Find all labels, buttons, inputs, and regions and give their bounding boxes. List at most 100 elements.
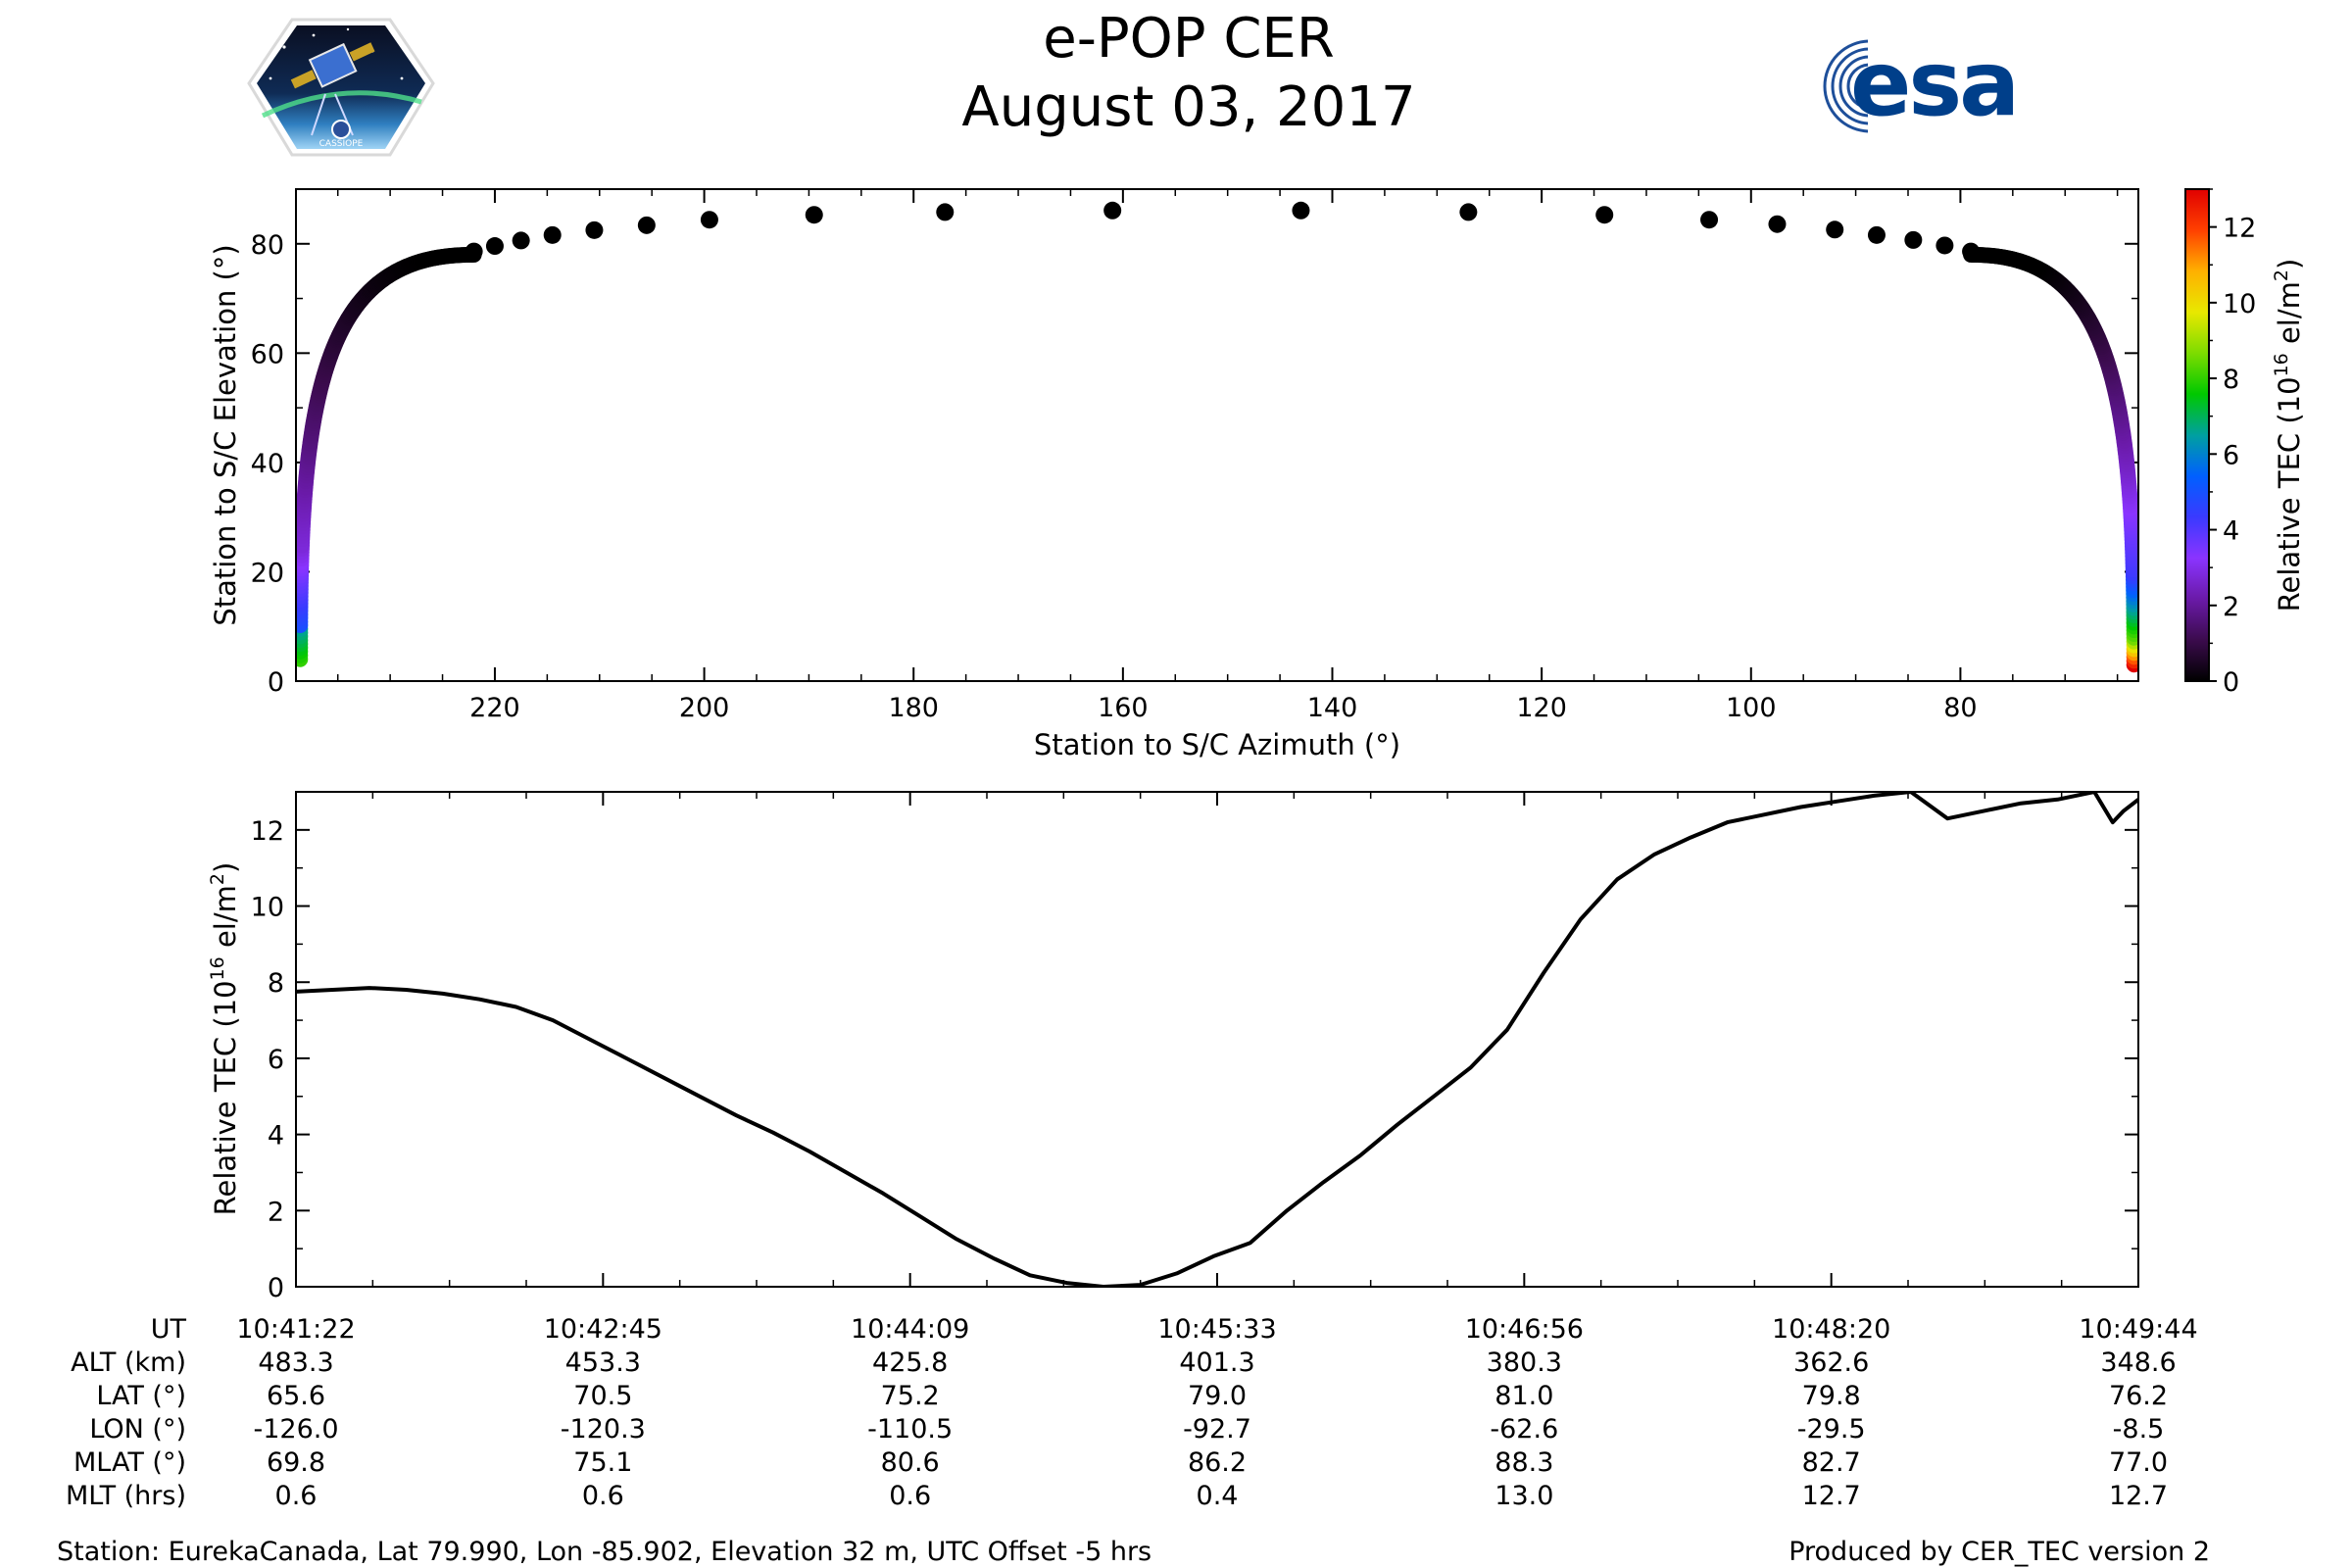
sky-x-tick-label: 160 [1098,693,1149,723]
sky-track-point [936,203,955,221]
table-row-label: UT [151,1314,187,1345]
table-cell: -110.5 [867,1414,953,1445]
sky-track-point [1904,230,1923,249]
tec-ylabel-unit: el/m [209,885,242,956]
colorbar-gradient [2184,188,2210,682]
sky-y-tick-label: 40 [251,449,284,479]
table-row-label: LON (°) [89,1414,186,1445]
sky-track-point [1459,203,1478,221]
cassiope-logo: CASSIOPE [247,18,435,157]
tec-y-tick-label: 6 [268,1045,284,1075]
sky-x-tick-label: 100 [1726,693,1777,723]
table-cell: 10:45:33 [1157,1314,1276,1345]
sky-track-point [1962,242,1981,261]
sky-x-tick-label: 140 [1307,693,1358,723]
esa-logo: esa [1823,31,2020,136]
sky-x-tick-label: 80 [1943,693,1977,723]
table-cell: -92.7 [1183,1414,1251,1445]
table-cell: 76.2 [2109,1381,2168,1411]
table-cell: 380.3 [1487,1348,1562,1378]
table-cell: 13.0 [1494,1481,1553,1511]
colorbar-tick-label: 6 [2223,440,2239,470]
table-row-label: MLT (hrs) [66,1481,186,1511]
table-cell: -8.5 [2113,1414,2165,1445]
sky-track-colored-arc [296,246,2138,673]
tec-y-tick-label: 12 [251,816,284,847]
colorbar-label-sup: 16 [2271,353,2292,376]
table-cell: 483.3 [258,1348,333,1378]
sky-track-point [465,242,483,261]
sky-y-tick-label: 20 [251,558,284,588]
sky-track-point [585,220,604,239]
sky-track-point [1103,201,1122,220]
station-info: Station: EurekaCanada, Lat 79.990, Lon -… [57,1537,1152,1567]
table-cell: 80.6 [881,1447,940,1478]
sky-track-point [1867,225,1886,244]
sky-track-points [465,201,1981,261]
tec-ylabel: Relative TEC (1016 el/m2) [207,862,242,1216]
table-cell: 0.6 [889,1481,931,1511]
colorbar-label-close: ) [2273,259,2306,270]
colorbar-tick-label: 8 [2223,365,2239,395]
chart-subtitle-date: August 03, 2017 [961,75,1415,139]
sky-track-point [1936,236,1954,255]
orbit-parameter-table: UT 10:41:22 10:42:45 10:44:09 10:45:33 10:46:… [66,1314,2198,1511]
sky-x-tick-label: 200 [679,693,730,723]
table-cell: 65.6 [267,1381,325,1411]
cassiope-logo-text: CASSIOPE [319,139,364,149]
table-cell: 0.6 [275,1481,318,1511]
table-cell: 348.6 [2100,1348,2176,1378]
table-cell: 0.4 [1197,1481,1239,1511]
table-cell: 81.0 [1494,1381,1553,1411]
tec-ylabel-close: ) [209,862,242,873]
table-cell: 79.0 [1188,1381,1247,1411]
table-cell: 79.8 [1802,1381,1861,1411]
colorbar-tick-label: 12 [2223,214,2256,244]
table-cell: 10:44:09 [851,1314,969,1345]
tec-series-line [296,792,2138,1287]
colorbar-tick-label: 10 [2223,289,2256,319]
table-cell: 453.3 [565,1348,641,1378]
colorbar-tick-label: 0 [2223,667,2239,698]
table-cell: -62.6 [1490,1414,1558,1445]
table-cell: 88.3 [1494,1447,1553,1478]
tec-y-tick-label: 4 [268,1121,284,1152]
sky-y-tick-label: 60 [251,339,284,369]
table-cell: -29.5 [1797,1414,1866,1445]
colorbar-label-unit: el/m [2273,281,2306,353]
sky-track-xlabel: Station to S/C Azimuth (°) [1034,728,1400,761]
table-cell: -120.3 [561,1414,646,1445]
table-cell: 10:46:56 [1465,1314,1584,1345]
tec-frame [295,791,2139,1288]
table-cell: 401.3 [1179,1348,1254,1378]
table-cell: 10:42:45 [544,1314,662,1345]
producer-info: Produced by CER_TEC version 2 [1788,1537,2210,1567]
sky-track-point [805,206,823,224]
table-cell: 77.0 [2109,1447,2168,1478]
sky-track-point [1768,215,1787,233]
table-cell: 0.6 [582,1481,624,1511]
sky-x-tick-label: 220 [469,693,520,723]
table-cell: 75.1 [573,1447,632,1478]
sky-track-point [1700,211,1719,229]
table-cell: 86.2 [1188,1447,1247,1478]
tec-y-tick-label: 0 [268,1273,284,1303]
table-cell: 75.2 [881,1381,940,1411]
sky-track-point [1826,220,1844,239]
sky-track-point [1292,201,1310,220]
colorbar-label: Relative TEC (1016 el/m2) [2271,259,2306,612]
table-cell: 362.6 [1793,1348,1869,1378]
sky-track-plot: 220 200 180 160 140 120 100 80 0 20 40 60 80 Station… [209,188,2139,761]
tec-y-tick-label: 2 [268,1197,284,1227]
sky-track-frame [295,188,2139,682]
sky-track-axes: 220 200 180 160 140 120 100 80 0 20 40 60 80 [251,189,2138,723]
tec-y-tick-label: 10 [251,893,284,923]
table-cell: 10:49:44 [2079,1314,2197,1345]
sky-track-point [543,225,562,244]
sky-track-point [637,216,656,234]
sky-x-tick-label: 120 [1516,693,1567,723]
tec-ylabel-sup: 16 [207,956,228,980]
table-row-label: ALT (km) [71,1348,186,1378]
table-cell: 12.7 [2109,1481,2168,1511]
